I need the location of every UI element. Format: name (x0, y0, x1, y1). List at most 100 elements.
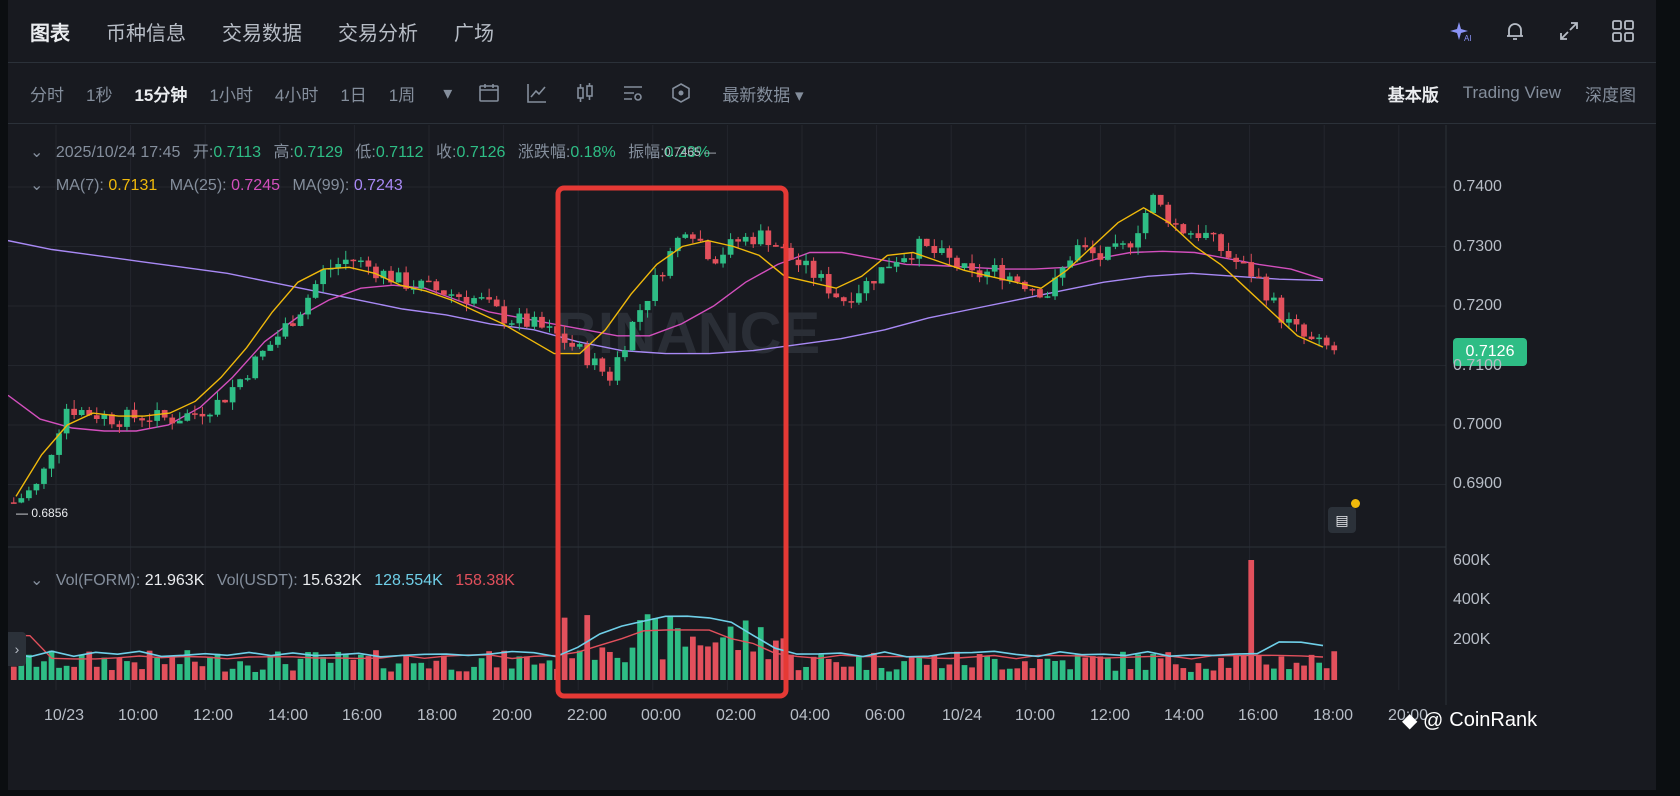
volume-bar (961, 665, 968, 680)
news-icon[interactable]: ▤ (1328, 507, 1356, 533)
volume-bar (501, 650, 508, 680)
candle-body (863, 281, 870, 294)
chart-toolbar: 分时 1秒 15分钟 1小时 4小时 1日 1周 ▾ 最新数据 ▾ 基本版 Tr… (8, 63, 1656, 124)
volume-bar (750, 651, 757, 680)
candle-body (629, 321, 636, 351)
volume-bar (757, 627, 764, 680)
more-intervals-icon[interactable]: ▾ (443, 82, 453, 103)
candle-body (659, 274, 666, 277)
volume-bar (984, 655, 991, 680)
interval-15m[interactable]: 15分钟 (134, 85, 188, 105)
expand-left-icon[interactable]: › (8, 632, 26, 666)
collapse-chevron-icon[interactable]: ⌄ (30, 144, 44, 161)
volume-bar (290, 670, 296, 680)
coinrank-text: CoinRank (1449, 709, 1538, 731)
candle-body (508, 323, 515, 325)
volume-bar (999, 669, 1006, 680)
candle-body (1187, 233, 1194, 235)
volume-bar (161, 664, 168, 680)
candle-body (101, 414, 108, 419)
candle-body (1316, 337, 1323, 340)
change-value: 0.18% (570, 144, 616, 161)
volume-bar (840, 666, 847, 680)
price-chart[interactable]: BINANCE (8, 125, 1656, 790)
candle-body (1044, 296, 1051, 298)
volume-bar (923, 664, 930, 680)
volume-bar (86, 651, 93, 680)
ma99-line (8, 239, 1324, 355)
candle-body (1225, 251, 1232, 258)
volume-bar (199, 666, 206, 680)
expand-icon[interactable] (1556, 18, 1582, 44)
ohlc-readout: ⌄ 2025/10/24 17:45 开:0.7113 高:0.7129 低:0… (30, 138, 710, 162)
volume-bar (772, 640, 779, 680)
collapse-chevron-icon[interactable]: ⌄ (30, 177, 44, 194)
volume-bar (486, 651, 493, 680)
candle-body (1180, 224, 1187, 234)
volume-bar (908, 656, 915, 680)
tab-trading-data[interactable]: 交易数据 (222, 22, 302, 45)
volume-bar (116, 657, 123, 680)
volume-bar (56, 667, 62, 680)
interval-1h[interactable]: 1小时 (209, 85, 253, 105)
latest-data-dropdown[interactable]: 最新数据 ▾ (722, 81, 803, 106)
tab-chart[interactable]: 图表 (30, 22, 70, 45)
candle-body (403, 272, 410, 289)
volume-bar (388, 671, 394, 680)
settings-list-icon[interactable] (622, 82, 644, 104)
tab-trading-analysis[interactable]: 交易分析 (338, 22, 418, 45)
volume-bar (606, 651, 613, 680)
volume-bar (33, 666, 40, 680)
indicator-icon[interactable] (526, 82, 548, 104)
svg-text:AI: AI (1464, 34, 1472, 43)
bell-icon[interactable] (1502, 18, 1528, 44)
interval-1s[interactable]: 1秒 (86, 85, 113, 105)
volume-bar (154, 657, 161, 680)
interval-4h[interactable]: 4小时 (274, 85, 319, 105)
volume-bar (810, 656, 817, 680)
highlight-box (555, 185, 789, 699)
volume-bar (1135, 654, 1141, 680)
volume-bar (471, 666, 477, 680)
interval-1d[interactable]: 1日 (340, 85, 367, 105)
volume-bar (720, 637, 726, 680)
hexagon-icon[interactable] (670, 82, 692, 104)
candle-body (41, 468, 47, 484)
low-marker: — 0.6856 (16, 506, 69, 520)
interval-timeshare[interactable]: 分时 (30, 85, 64, 105)
candle-body (493, 299, 500, 307)
volume-bar (297, 658, 304, 680)
candle-body (1127, 243, 1134, 248)
candle-body (848, 301, 855, 303)
volume-bar (108, 670, 115, 680)
view-tradingview[interactable]: Trading View (1462, 83, 1561, 102)
candle-body (539, 316, 545, 328)
candle-body (184, 413, 191, 421)
candle-body (531, 316, 538, 327)
candle-body (637, 310, 643, 322)
volume-ma1-line (8, 615, 1324, 658)
ma25-label: MA(25): (169, 177, 227, 194)
candle-body (954, 257, 960, 269)
candle-body (433, 281, 440, 291)
volume-bar (403, 655, 410, 680)
ai-sparkle-icon[interactable]: AI (1448, 18, 1474, 44)
candle-style-icon[interactable] (574, 82, 596, 104)
candle-body (1308, 336, 1315, 340)
ma-readout: ⌄ MA(7): 0.7131 MA(25): 0.7245 MA(99): 0… (30, 175, 403, 195)
calendar-icon[interactable] (478, 82, 500, 104)
view-basic[interactable]: 基本版 (1387, 85, 1439, 105)
tab-square[interactable]: 广场 (454, 22, 494, 45)
volume-bar (1180, 668, 1187, 680)
candle-body (871, 281, 877, 284)
candle-body (840, 297, 847, 302)
volume-bar (1225, 667, 1232, 680)
view-depth[interactable]: 深度图 (1585, 85, 1636, 105)
ma7-value: 0.7131 (108, 177, 158, 194)
candle-body (591, 358, 598, 366)
tab-coin-info[interactable]: 币种信息 (106, 22, 186, 45)
volume-bar (493, 667, 500, 680)
collapse-chevron-icon[interactable]: ⌄ (30, 572, 44, 589)
grid-icon[interactable] (1610, 18, 1636, 44)
interval-1w[interactable]: 1周 (388, 85, 416, 105)
